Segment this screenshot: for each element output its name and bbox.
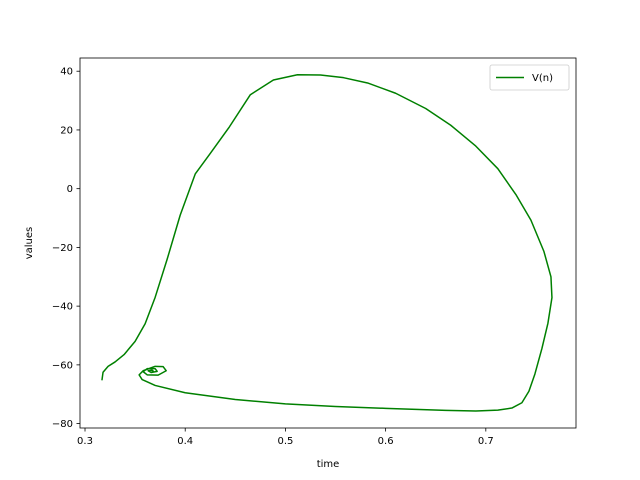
x-tick-label: 0.6	[378, 436, 394, 447]
y-tick-label: 40	[60, 67, 73, 78]
y-tick-label: 0	[67, 184, 73, 195]
y-tick-label: −60	[52, 360, 73, 371]
legend-box	[489, 64, 570, 91]
x-tick-label: 0.3	[77, 436, 93, 447]
axes-frame	[79, 57, 577, 429]
y-tick-label: 20	[60, 125, 73, 136]
x-tick-label: 0.7	[478, 436, 494, 447]
x-tick-label: 0.5	[277, 436, 293, 447]
y-tick-label: −40	[52, 302, 73, 313]
y-axis-ticks: −80 −60 −40 −20 0 20 40	[52, 67, 80, 430]
series-line-0	[101, 73, 553, 412]
series-layer	[101, 73, 553, 412]
legend: V(n)	[489, 64, 570, 91]
x-axis-label: time	[317, 459, 340, 470]
x-axis-ticks: 0.3 0.4 0.5 0.6 0.7	[77, 428, 494, 447]
y-tick-label: −20	[52, 243, 73, 254]
x-tick-label: 0.4	[177, 436, 193, 447]
y-tick-label: −80	[52, 419, 73, 430]
legend-label: V(n)	[532, 73, 553, 84]
y-axis-label: values	[24, 227, 35, 260]
